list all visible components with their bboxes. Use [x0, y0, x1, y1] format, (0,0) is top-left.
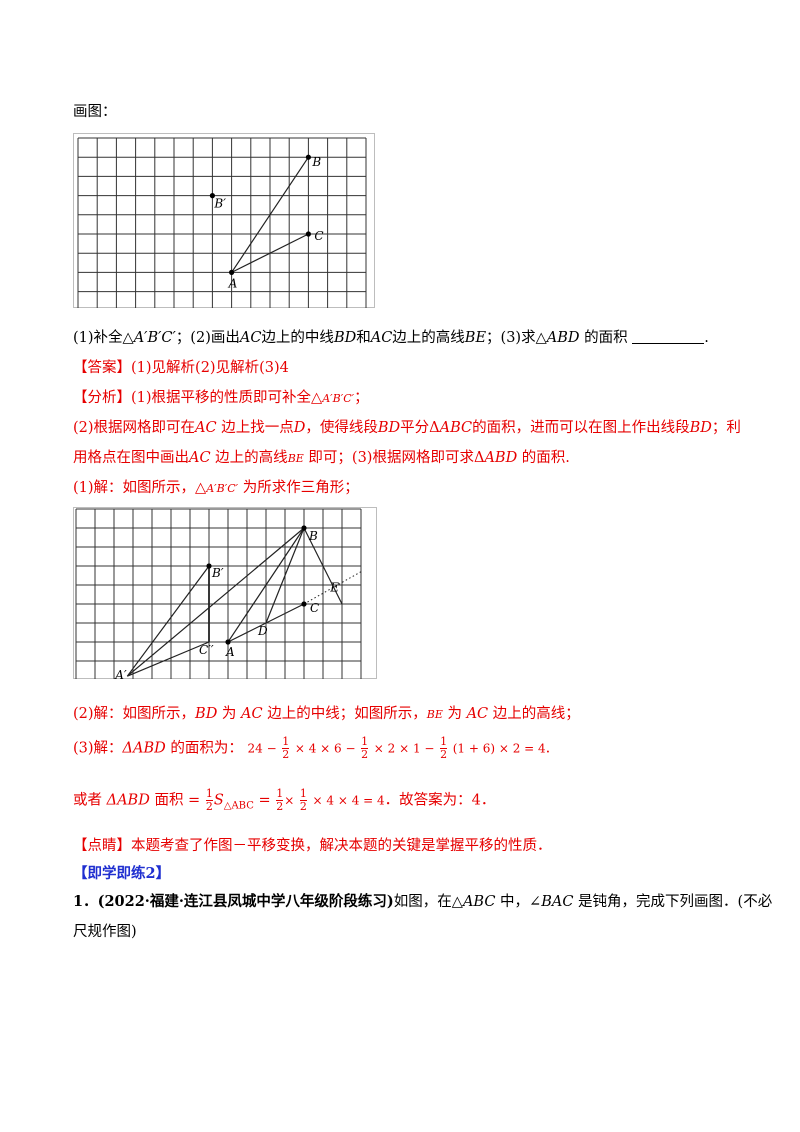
segment-a1-c1 [127, 641, 210, 677]
label-4: D [257, 624, 268, 638]
answer-line: 【答案】(1)见解析(2)见解析(3)4 [73, 356, 289, 377]
segment-be [303, 527, 343, 605]
figure-1: B B′ C A [73, 133, 375, 308]
analysis-line-2: (2)根据网格即可在AC 边上找一点D，使得线段BD平分ΔABC的面积，进而可以… [73, 420, 741, 436]
label-1: B′ [211, 566, 224, 580]
label-A: A [228, 276, 238, 290]
grid-figure-1: B B′ C A [73, 133, 375, 308]
label-3: C [310, 601, 319, 615]
grid-lines [75, 508, 362, 679]
label-2: E [329, 581, 339, 595]
point-C [301, 601, 307, 607]
point-A [229, 269, 235, 275]
label-C: C [314, 229, 323, 243]
answer-tag: 【答案】 [73, 360, 131, 376]
segment-bd [265, 527, 305, 624]
solution-1: (1)解：如图所示，△A′B′C′ 为所求作三角形； [73, 480, 359, 496]
answer-text: (1)见解析(2)见解析(3)4 [131, 360, 289, 376]
label-0: B [308, 529, 318, 543]
grid-figure-2: B B′ EC D C′′ A A′ [73, 507, 377, 679]
point-C [305, 231, 311, 237]
practice-title: 【即学即练2】 [73, 865, 171, 882]
problem-1-cont: 尺规作图) [73, 924, 137, 940]
point-B' [206, 563, 212, 569]
analysis-line-3: 用格点在图中画出AC 边上的高线BE 即可；(3)根据网格即可求ΔABD 的面积… [73, 450, 570, 466]
label-B′: B′ [213, 197, 226, 211]
label-B: B [311, 155, 321, 169]
answer-blank [632, 329, 705, 344]
segment-a1-b [126, 527, 305, 677]
figure-frame [73, 133, 375, 308]
segment-ac [231, 233, 309, 273]
point-B [301, 525, 307, 531]
label-6: A [225, 645, 235, 659]
comment-tag: 【点睛】 [73, 838, 131, 854]
analysis-line-1: 【分析】(1)根据平移的性质即可补全△A′B′C′； [73, 390, 369, 406]
problem-1: 1．(2022·福建·连江县凤城中学八年级阶段练习)如图，在△ABC 中，∠BA… [73, 893, 773, 910]
solution-2: (2)解：如图所示，BD 为 AC 边上的中线；如图所示，BE 为 AC 边上的… [73, 706, 580, 722]
point-A [225, 639, 231, 645]
point-B [305, 154, 311, 160]
figure-2: B B′ E C D C′′ A A′ [73, 507, 377, 679]
question-text: (1)补全△A′B′C′；(2)画出AC边上的中线BD和AC边上的高线BE；(3… [73, 329, 709, 346]
figure-frame [73, 507, 377, 679]
label-7: A′ [114, 668, 127, 679]
extension-line [303, 571, 362, 605]
segment-ab [231, 156, 309, 273]
label-5: C′′ [199, 643, 214, 657]
segment-a1-b1 [126, 565, 210, 677]
comment-line: 【点睛】本题考查了作图－平移变换，解决本题的关键是掌握平移的性质． [73, 834, 552, 855]
segment-ab [227, 527, 305, 643]
drawing-label: 画图： [73, 104, 117, 120]
point-B′ [209, 193, 215, 199]
comment-text: 本题考查了作图－平移变换，解决本题的关键是掌握平移的性质． [131, 838, 552, 854]
grid-lines [77, 137, 367, 308]
